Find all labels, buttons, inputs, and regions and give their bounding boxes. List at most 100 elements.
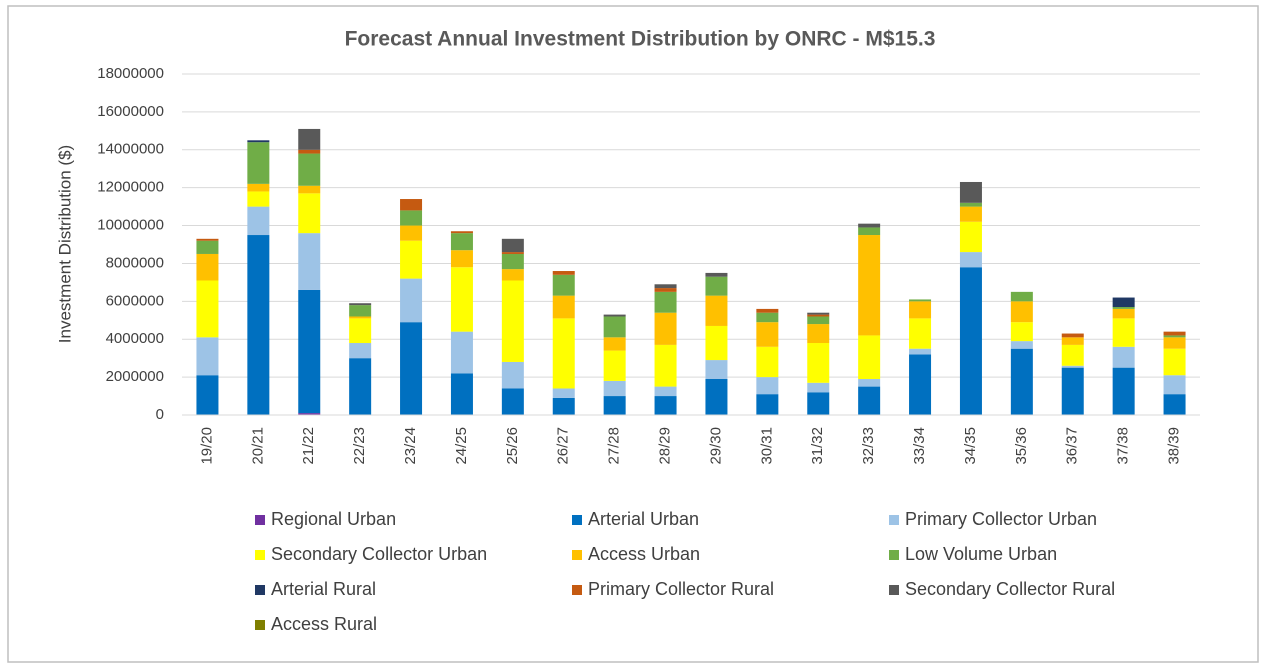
bar-segment [298, 153, 321, 186]
bar-segment [603, 380, 626, 397]
bar-segment [603, 316, 626, 338]
bar-segment [959, 267, 982, 415]
bar-segment [298, 233, 321, 290]
x-tick-label: 21/22 [300, 427, 317, 465]
bar-segment [603, 350, 626, 381]
bar-segment [1010, 341, 1033, 349]
bar-segment [959, 202, 982, 207]
legend-swatch [255, 550, 265, 560]
bar-segment [552, 388, 575, 398]
bar-segment [1163, 394, 1186, 415]
bar-segment [349, 318, 372, 344]
bar-segment [705, 379, 728, 415]
bar-segment [858, 227, 881, 236]
bar-segment [1061, 344, 1084, 366]
bar-segment [1010, 322, 1033, 342]
bar-segment [1112, 297, 1135, 308]
bar-segment [450, 233, 473, 251]
bar-segment [196, 375, 219, 415]
legend-swatch [255, 620, 265, 630]
bar-segment [552, 295, 575, 319]
bar-segment [1163, 348, 1186, 376]
y-axis-label: Investment Distribution ($) [55, 145, 74, 343]
y-tick-label: 12000000 [97, 179, 164, 196]
y-tick-label: 16000000 [97, 103, 164, 120]
bar-segment [756, 346, 779, 378]
bar-segment [1163, 331, 1186, 336]
bar-segment [196, 238, 219, 241]
bar-segment [654, 291, 677, 313]
y-tick-label: 4000000 [106, 330, 164, 347]
legend-swatch [255, 515, 265, 525]
y-tick-label: 14000000 [97, 141, 164, 158]
y-tick-label: 6000000 [106, 292, 164, 309]
legend-label: Arterial Rural [271, 579, 376, 599]
legend-swatch [889, 515, 899, 525]
bar-segment [1163, 335, 1186, 338]
bar-segment [858, 379, 881, 387]
bar-segment [196, 337, 219, 376]
bar-segment [196, 240, 219, 254]
bar-segment [756, 322, 779, 347]
x-tick-label: 19/20 [198, 427, 215, 465]
bar-segment [1010, 348, 1033, 415]
x-tick-label: 33/34 [911, 427, 928, 465]
legend-swatch [572, 585, 582, 595]
bar-segment [349, 316, 372, 319]
bar-segment [1061, 337, 1084, 345]
bar-segment [552, 271, 575, 275]
x-tick-label: 34/35 [962, 427, 979, 465]
x-tick-label: 29/30 [707, 427, 724, 465]
bar-segment [552, 274, 575, 296]
bar-segment [654, 312, 677, 345]
bar-segment [654, 386, 677, 397]
bar-segment [298, 185, 321, 194]
bar-segment [196, 280, 219, 338]
legend-swatch [572, 550, 582, 560]
y-tick-label: 10000000 [97, 217, 164, 234]
bar-segment [807, 324, 830, 344]
bar-segment [959, 252, 982, 268]
legend-label: Regional Urban [271, 509, 396, 529]
bar-segment [603, 396, 626, 415]
bar-segment [1163, 337, 1186, 349]
bar-segment [858, 386, 881, 415]
legend-label: Primary Collector Urban [905, 509, 1097, 529]
bar-segment [298, 149, 321, 154]
bar-segment [705, 295, 728, 326]
bar-segment [705, 272, 728, 277]
x-tick-label: 28/29 [657, 427, 674, 465]
bar-segment [1112, 308, 1135, 319]
bar-segment [247, 235, 270, 415]
bar-segment [654, 344, 677, 387]
bar-segment [909, 301, 932, 319]
bar-segment [1010, 291, 1033, 302]
x-tick-label: 26/27 [555, 427, 572, 465]
bar-segment [959, 181, 982, 203]
bar-segment [959, 206, 982, 222]
bar-segment [1163, 375, 1186, 395]
bar-segment [349, 358, 372, 415]
bar-segment [1061, 333, 1084, 338]
bar-segment [400, 199, 423, 211]
bar-segment [807, 382, 830, 393]
x-tick-label: 22/23 [351, 427, 368, 465]
bar-segment [501, 253, 524, 270]
bar-segment [400, 240, 423, 279]
legend-label: Secondary Collector Rural [905, 579, 1115, 599]
bar-segment [705, 360, 728, 380]
bar-segment [501, 388, 524, 415]
legend-label: Primary Collector Rural [588, 579, 774, 599]
bar-segment [298, 128, 321, 150]
bar-segment [450, 373, 473, 415]
bar-segment [1112, 367, 1135, 415]
bar-segment [1061, 365, 1084, 368]
bar-segment [909, 348, 932, 355]
bar-segment [807, 314, 830, 317]
bar-segment [552, 318, 575, 389]
bar-segment [603, 314, 626, 317]
bar-segment [909, 354, 932, 415]
legend-label: Secondary Collector Urban [271, 544, 487, 564]
bar-segment [349, 343, 372, 359]
bar-segment [196, 253, 219, 281]
